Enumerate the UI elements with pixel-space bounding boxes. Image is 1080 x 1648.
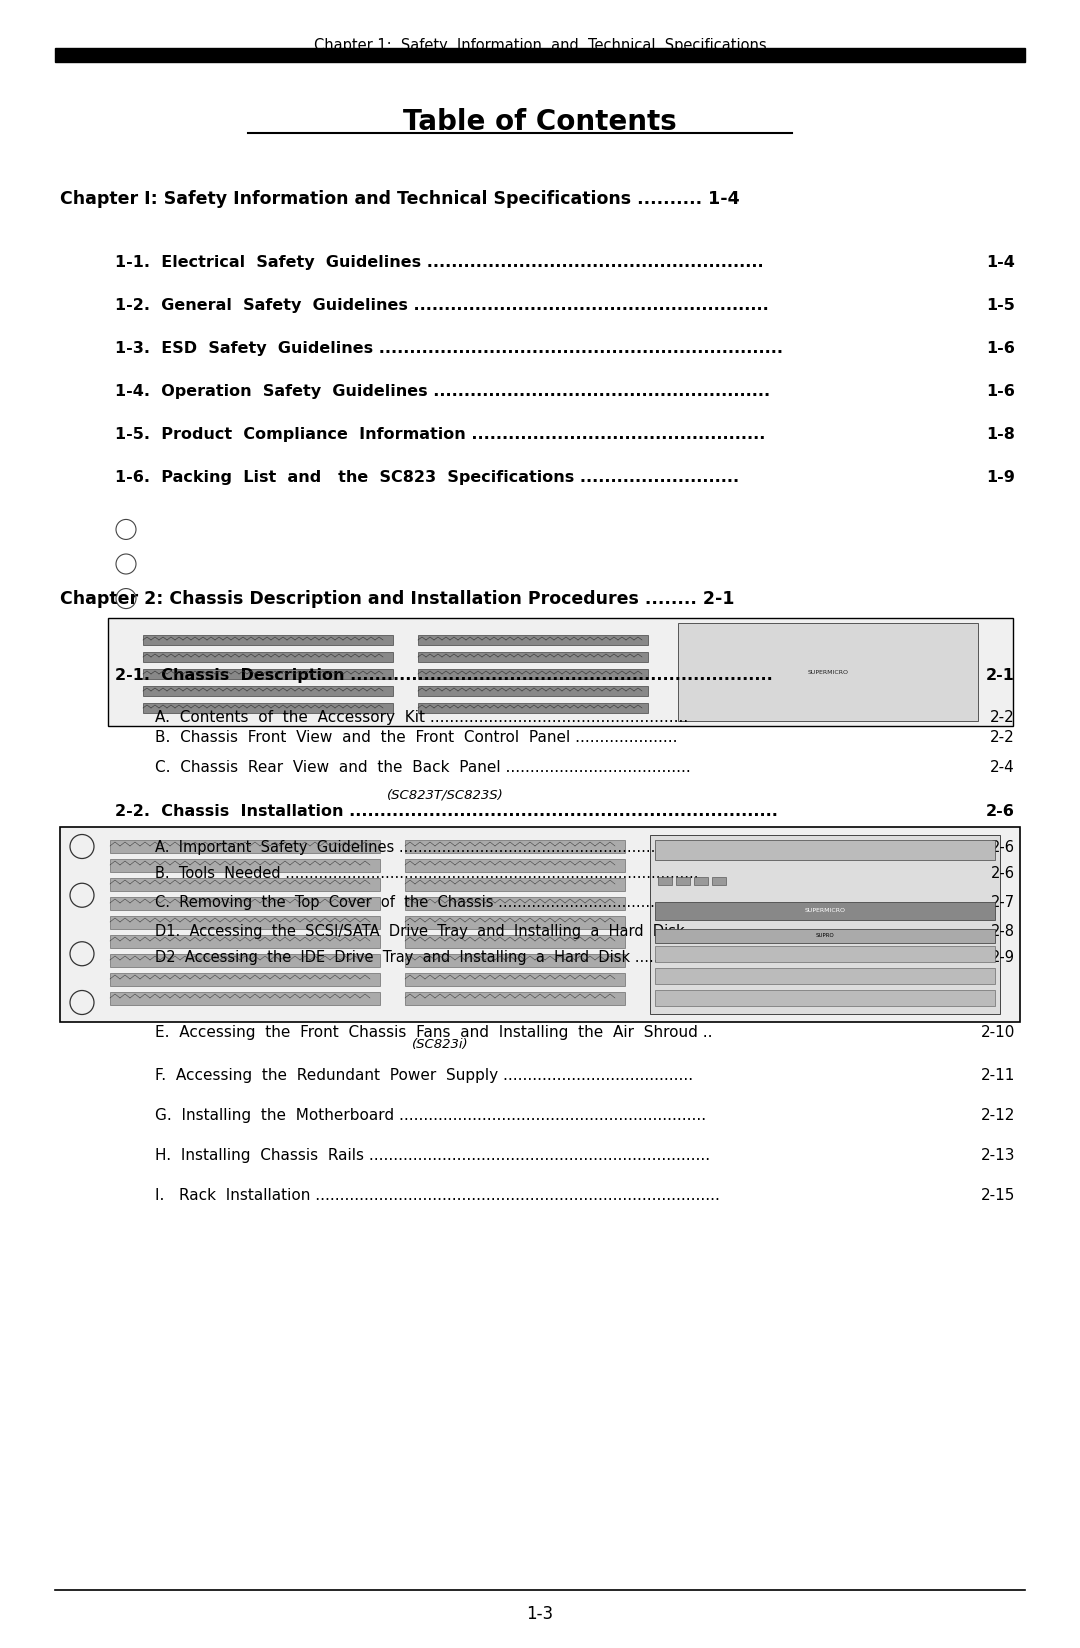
Bar (654, 967, 995, 984)
Text: D2  Accessing  the  IDE  Drive  Tray  and  Installing  a  Hard  Disk .........: D2 Accessing the IDE Drive Tray and Inst… (156, 949, 677, 966)
Text: 2-1.  Chassis  Description .....................................................: 2-1. Chassis Description ...............… (114, 667, 773, 682)
Bar (405, 897, 625, 910)
Bar (418, 669, 648, 679)
Text: 1-6: 1-6 (986, 341, 1015, 356)
Bar (110, 934, 380, 948)
Text: 2-11: 2-11 (981, 1068, 1015, 1083)
Text: B.  Chassis  Front  View  and  the  Front  Control  Panel .....................: B. Chassis Front View and the Front Cont… (156, 730, 677, 745)
Bar (110, 916, 380, 929)
Bar (405, 972, 625, 986)
Bar (654, 901, 995, 920)
Text: 1-2.  General  Safety  Guidelines ..............................................: 1-2. General Safety Guidelines .........… (114, 298, 769, 313)
Bar (654, 946, 995, 962)
Text: H.  Installing  Chassis  Rails .................................................: H. Installing Chassis Rails ............… (156, 1149, 711, 1163)
Text: I.   Rack  Installation ........................................................: I. Rack Installation ...................… (156, 1188, 720, 1203)
Text: 2-1: 2-1 (986, 667, 1015, 682)
Text: 1-4.  Operation  Safety  Guidelines ............................................: 1-4. Operation Safety Guidelines .......… (114, 384, 770, 399)
Text: 2-15: 2-15 (981, 1188, 1015, 1203)
Text: (SC823i): (SC823i) (411, 1038, 469, 1051)
Bar (405, 916, 625, 929)
Bar (654, 840, 995, 860)
Bar (143, 653, 393, 662)
Text: (SC823T/SC823S): (SC823T/SC823S) (387, 788, 503, 801)
Text: 2-7: 2-7 (990, 895, 1015, 910)
Text: 2-13: 2-13 (981, 1149, 1015, 1163)
Text: 2-4: 2-4 (990, 760, 1015, 775)
Bar (418, 653, 648, 662)
Text: 2-9: 2-9 (991, 949, 1015, 966)
Text: Table of Contents: Table of Contents (403, 109, 677, 137)
Bar (60, 827, 1020, 1022)
Text: 1-6.  Packing  List  and   the  SC823  Specifications ..........................: 1-6. Packing List and the SC823 Specific… (114, 470, 739, 485)
Text: Chapter I: Safety Information and Technical Specifications .......... 1-4: Chapter I: Safety Information and Techni… (60, 190, 740, 208)
Text: 1-9: 1-9 (986, 470, 1015, 485)
Bar (694, 877, 708, 885)
Text: 2-10: 2-10 (981, 1025, 1015, 1040)
Text: 1-5.  Product  Compliance  Information .........................................: 1-5. Product Compliance Information ....… (114, 427, 766, 442)
Text: 2-12: 2-12 (981, 1107, 1015, 1122)
Bar (650, 836, 1000, 1014)
Text: 1-1.  Electrical  Safety  Guidelines ...........................................: 1-1. Electrical Safety Guidelines ......… (114, 255, 764, 270)
Text: 2-6: 2-6 (991, 865, 1015, 882)
Bar (110, 972, 380, 986)
Bar (418, 686, 648, 695)
Text: SUPERMICRO: SUPERMICRO (808, 669, 849, 674)
Text: G.  Installing  the  Motherboard ...............................................: G. Installing the Motherboard ..........… (156, 1107, 706, 1122)
Text: A.  Important  Safety  Guidelines ..............................................: A. Important Safety Guidelines .........… (156, 840, 684, 855)
Bar (143, 669, 393, 679)
Bar (110, 992, 380, 1005)
Bar (110, 897, 380, 910)
Text: C.  Chassis  Rear  View  and  the  Back  Panel .................................: C. Chassis Rear View and the Back Panel … (156, 760, 691, 775)
Bar (654, 990, 995, 1005)
Text: C.  Removing  the  Top  Cover  of  the  Chassis ................................: C. Removing the Top Cover of the Chassis… (156, 895, 670, 910)
Bar (405, 992, 625, 1005)
Bar (110, 878, 380, 892)
Text: 2-2: 2-2 (990, 730, 1015, 745)
Text: 2-8: 2-8 (991, 925, 1015, 939)
Bar (405, 878, 625, 892)
Bar (108, 618, 1013, 727)
Bar (405, 859, 625, 872)
Text: 2-2: 2-2 (990, 710, 1015, 725)
Text: E.  Accessing  the  Front  Chassis  Fans  and  Installing  the  Air  Shroud ..: E. Accessing the Front Chassis Fans and … (156, 1025, 713, 1040)
Text: 1-6: 1-6 (986, 384, 1015, 399)
Bar (143, 634, 393, 644)
Bar (405, 934, 625, 948)
Bar (143, 704, 393, 714)
Bar (658, 877, 672, 885)
Text: D1.  Accessing  the  SCSI/SATA  Drive  Tray  and  Installing  a  Hard  Disk ..: D1. Accessing the SCSI/SATA Drive Tray a… (156, 925, 699, 939)
Bar (405, 954, 625, 967)
Text: SUPRO: SUPRO (815, 933, 835, 938)
Text: 2-2.  Chassis  Installation ....................................................: 2-2. Chassis Installation ..............… (114, 804, 778, 819)
Bar (418, 704, 648, 714)
Text: A.  Contents  of  the  Accessory  Kit ..........................................: A. Contents of the Accessory Kit .......… (156, 710, 688, 725)
Bar (712, 877, 726, 885)
Bar (143, 686, 393, 695)
Bar (418, 634, 648, 644)
Text: 2-6: 2-6 (986, 804, 1015, 819)
Text: 2-6: 2-6 (991, 840, 1015, 855)
Bar (678, 623, 978, 722)
Text: F.  Accessing  the  Redundant  Power  Supply ...................................: F. Accessing the Redundant Power Supply … (156, 1068, 693, 1083)
Bar (55, 48, 1025, 63)
Bar (110, 859, 380, 872)
Bar (405, 840, 625, 854)
Text: 1-3.  ESD  Safety  Guidelines ..................................................: 1-3. ESD Safety Guidelines .............… (114, 341, 783, 356)
Text: 1-8: 1-8 (986, 427, 1015, 442)
Text: 1-5: 1-5 (986, 298, 1015, 313)
Text: 1-4: 1-4 (986, 255, 1015, 270)
Text: 1-3: 1-3 (526, 1605, 554, 1623)
Bar (110, 840, 380, 854)
Text: Chapter 2: Chassis Description and Installation Procedures ........ 2-1: Chapter 2: Chassis Description and Insta… (60, 590, 734, 608)
Text: SUPERMICRO: SUPERMICRO (805, 908, 846, 913)
Bar (110, 954, 380, 967)
Bar (676, 877, 690, 885)
Bar (654, 928, 995, 943)
Text: B.  Tools  Needed ..............................................................: B. Tools Needed ........................… (156, 865, 699, 882)
Text: Chapter 1:  Safety  Information  and  Technical  Specifications: Chapter 1: Safety Information and Techni… (313, 38, 767, 53)
